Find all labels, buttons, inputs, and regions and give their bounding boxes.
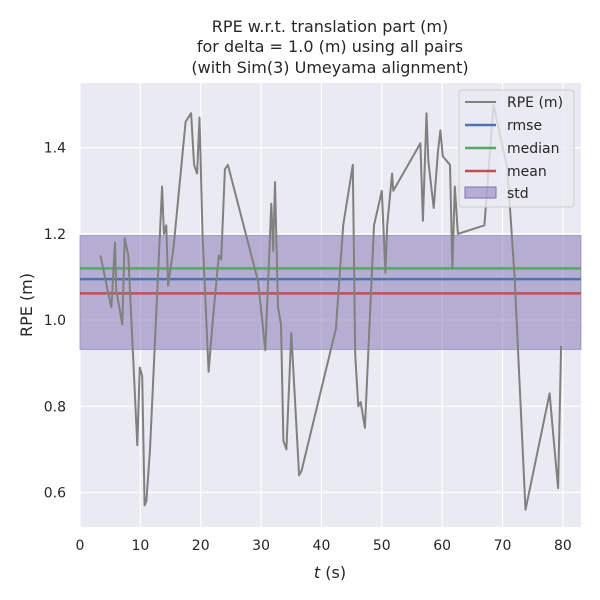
y-tick-labels: 0.6 0.8 1.0 1.2 1.4 bbox=[44, 141, 66, 502]
legend-marker-std bbox=[464, 186, 497, 199]
y-tick-label: 1.4 bbox=[44, 141, 66, 157]
x-tick-label: 70 bbox=[494, 538, 512, 554]
legend-label-mean: mean bbox=[507, 164, 547, 180]
x-tick-label: 20 bbox=[192, 538, 210, 554]
y-axis-label: RPE (m) bbox=[17, 273, 36, 337]
legend: RPE (m) rmse median mean std bbox=[458, 89, 575, 208]
series-line-0 bbox=[99, 103, 563, 511]
x-tick-label: 50 bbox=[373, 538, 391, 554]
chart-title-line-3: (with Sim(3) Umeyama alignment) bbox=[191, 58, 468, 77]
y-tick-label: 0.8 bbox=[44, 399, 66, 415]
x-tick-label: 40 bbox=[313, 538, 331, 554]
x-axis-label: t (s) bbox=[314, 563, 346, 582]
legend-label-rpe: RPE (m) bbox=[507, 95, 563, 111]
legend-label-rmse: rmse bbox=[507, 118, 542, 134]
legend-box bbox=[458, 89, 575, 208]
y-tick-label: 1.2 bbox=[44, 227, 66, 243]
y-tick-label: 1.0 bbox=[44, 313, 66, 329]
chart-title-line-2: for delta = 1.0 (m) using all pairs bbox=[197, 37, 463, 56]
stat-lines bbox=[80, 267, 581, 295]
legend-label-median: median bbox=[507, 141, 559, 157]
x-tick-label: 10 bbox=[131, 538, 149, 554]
chart-title-line-1: RPE w.r.t. translation part (m) bbox=[212, 17, 448, 36]
x-tick-label: 80 bbox=[554, 538, 572, 554]
x-tick-labels: 0 10 20 30 40 50 60 70 80 bbox=[76, 538, 572, 554]
y-tick-label: 0.6 bbox=[44, 486, 66, 502]
x-tick-label: 30 bbox=[252, 538, 270, 554]
x-tick-label: 60 bbox=[433, 538, 451, 554]
legend-label-std: std bbox=[507, 186, 529, 202]
x-axis-label-variable: t bbox=[314, 563, 321, 582]
x-axis-label-unit: (s) bbox=[320, 563, 346, 582]
x-tick-label: 0 bbox=[76, 538, 85, 554]
series-group bbox=[99, 103, 563, 511]
